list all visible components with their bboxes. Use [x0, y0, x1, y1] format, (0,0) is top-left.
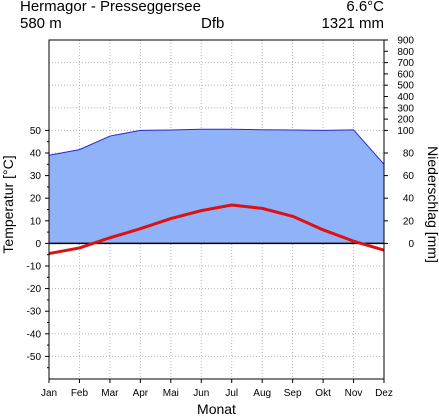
y-tick-label: -50 [27, 352, 42, 363]
y-tick-label: -30 [27, 307, 42, 318]
y-tick-label: 50 [30, 126, 42, 137]
x-tick-label: Mai [163, 388, 179, 399]
y2-tick-label: 700 [397, 58, 414, 69]
y2-tick-label: 80 [403, 149, 415, 160]
x-tick-label: Jun [193, 388, 209, 399]
y-tick-label: 10 [30, 216, 42, 227]
y-tick-label: -20 [27, 284, 42, 295]
x-tick-label: Mar [101, 388, 119, 399]
y2-tick-label: 40 [403, 194, 415, 205]
y-tick-label: 30 [30, 171, 42, 182]
y-tick-label: -10 [27, 262, 42, 273]
station-elevation: 580 m [20, 15, 62, 32]
temperature-line [48, 203, 385, 256]
y-tick-label: 0 [35, 239, 41, 250]
y-tick-label: 40 [30, 149, 42, 160]
x-tick-label: Dez [375, 388, 393, 399]
precipitation-area [49, 129, 384, 244]
x-axis-label: Monat [197, 401, 236, 417]
annual-precipitation: 1321 mm [321, 15, 384, 32]
y2-tick-label: 60 [403, 171, 415, 182]
y2-tick-label: 20 [403, 216, 415, 227]
y2-tick-label: 600 [397, 69, 414, 80]
temperature-axis: -50 -40 -30 -20 -10 0 10 20 30 40 50 [27, 126, 49, 369]
x-tick-label: Jan [41, 388, 57, 399]
month-axis: Jan Feb Mar Apr Mai Jun Jul Aug Sep Okt Nov Dez [41, 379, 393, 399]
x-tick-label: Okt [315, 388, 331, 399]
y2-tick-label: 0 [408, 239, 414, 250]
climate-class: Dfb [201, 15, 225, 32]
y-tick-label: -40 [27, 329, 42, 340]
x-tick-label: Nov [345, 388, 363, 399]
mean-temperature: 6.6°C [346, 0, 384, 15]
x-tick-label: Aug [253, 388, 271, 399]
station-name: Hermagor - Presseggersee [20, 0, 201, 15]
y-tick-label: 20 [30, 194, 42, 205]
x-tick-label: Apr [133, 388, 149, 399]
y2-tick-label: 500 [397, 81, 414, 92]
y2-axis-label: Niederschlag [mm] [425, 146, 439, 263]
y2-tick-label: 400 [397, 92, 414, 103]
precipitation-outline [48, 128, 385, 165]
y2-tick-label: 200 [397, 115, 414, 126]
y2-tick-label: 900 [397, 36, 414, 47]
y-axis-label: Temperatur [°C] [0, 155, 16, 253]
y2-tick-label: 300 [397, 103, 414, 114]
x-tick-label: Jul [225, 388, 238, 399]
y2-tick-label: 800 [397, 47, 414, 58]
x-tick-label: Sep [284, 388, 302, 399]
y2-tick-label: 100 [397, 126, 414, 137]
x-tick-label: Feb [71, 388, 89, 399]
